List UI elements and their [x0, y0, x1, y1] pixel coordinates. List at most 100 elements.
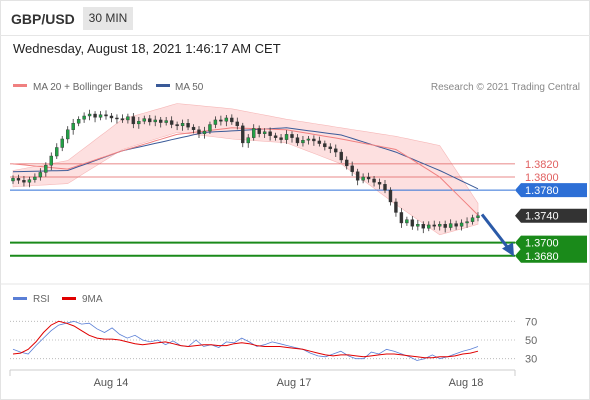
candle-body [416, 224, 420, 227]
top-bar: GBP/USD 30 MIN [0, 0, 590, 36]
price-label-1-3800: 1.3800 [525, 172, 559, 184]
price-tag-1-3740 [515, 208, 587, 223]
candle-body [208, 124, 212, 132]
candle-body [66, 129, 70, 140]
x-tick-label: Aug 17 [277, 377, 312, 389]
symbol-label: GBP/USD [11, 11, 75, 27]
candle-body [71, 123, 75, 130]
candle-body [268, 131, 272, 136]
candle-body [443, 224, 447, 228]
candle-body [219, 119, 223, 122]
candle-body [377, 182, 382, 185]
rsi-ma-legend-label: 9MA [82, 294, 103, 305]
candle-body [159, 119, 163, 123]
candle-body [153, 119, 157, 123]
candle-body [93, 113, 97, 118]
candle-body [131, 116, 136, 125]
candle-body [44, 165, 48, 173]
candle-body [235, 121, 239, 127]
candle-body [246, 137, 250, 144]
x-tick-label: Aug 14 [94, 377, 129, 389]
candle-body [421, 224, 425, 229]
candle-body [55, 147, 59, 157]
candle-body [339, 151, 343, 161]
candle-body [334, 148, 338, 153]
ma20-line [12, 127, 479, 216]
candle-body [169, 120, 174, 125]
candle-body [323, 143, 327, 148]
rsi-legend-label: RSI [33, 294, 50, 305]
ma50-legend-label: MA 50 [175, 82, 204, 93]
candle-body [164, 120, 168, 123]
timeframe-button[interactable]: 30 MIN [83, 7, 133, 30]
candle-body [38, 172, 43, 178]
candle-body [27, 179, 32, 183]
candle-body [388, 189, 393, 203]
candle-body [186, 123, 190, 128]
candle-body [273, 135, 278, 138]
candle-body [279, 137, 283, 140]
rsi-legend-swatch [13, 297, 27, 300]
forecast-arrow-head [502, 242, 514, 257]
timestamp: Wednesday, August 18, 2021 1:46:17 AM CE… [13, 41, 281, 56]
candle-body [104, 114, 108, 117]
candle-body [405, 219, 409, 224]
copyright-label: Research © 2021 Trading Central [431, 82, 580, 93]
candle-body [148, 118, 152, 123]
candle-body [180, 123, 185, 127]
rsi-ma-legend-swatch [62, 297, 76, 300]
candle-body [312, 138, 316, 142]
candle-body [76, 119, 81, 124]
candle-body [115, 117, 119, 120]
ma50-legend-swatch [156, 84, 170, 87]
candle-body [120, 118, 125, 121]
candle-body [454, 223, 458, 227]
candle-body [87, 113, 92, 117]
candle-body [295, 137, 300, 144]
price-label-1-3780: 1.3780 [525, 185, 559, 197]
candle-body [109, 115, 114, 119]
ma50-line [12, 127, 479, 190]
candle-body [459, 222, 464, 227]
candle-body [262, 131, 267, 134]
candle-body [410, 219, 415, 227]
price-tag-1-3680 [515, 248, 587, 263]
candle-body [394, 201, 398, 213]
candle-body [284, 134, 289, 140]
candle-body [175, 124, 179, 127]
candle-body [399, 212, 404, 224]
price-label-1-3700: 1.3700 [525, 238, 559, 250]
rsi-line [12, 320, 479, 361]
candle-body [142, 118, 146, 122]
candle-body [355, 171, 360, 181]
candle-body [438, 224, 442, 227]
x-tick-label: Aug 18 [449, 377, 484, 389]
candle-body [366, 176, 371, 180]
candle-body [224, 117, 229, 122]
price-label-1-3820: 1.3820 [525, 159, 559, 171]
candle-body [470, 217, 475, 222]
candle-body [82, 115, 86, 120]
candle-body [301, 140, 305, 144]
candle-body [306, 138, 311, 141]
divider [0, 35, 590, 36]
candle-body [383, 184, 387, 191]
candle-body [191, 126, 196, 130]
candle-body [257, 128, 261, 134]
rsi-tick-label-30: 30 [525, 354, 537, 366]
price-tag-1-3780 [515, 183, 587, 198]
price-tag-1-3700 [515, 235, 587, 250]
candle-body [213, 119, 218, 125]
candle-body [126, 116, 130, 121]
candle-body [465, 221, 469, 224]
candle-body [202, 130, 207, 134]
candle-body [345, 159, 349, 167]
forecast-arrow-shaft [480, 213, 512, 252]
rsi-tick-label-50: 50 [525, 335, 537, 347]
candle-body [350, 165, 354, 172]
candle-body [16, 178, 21, 181]
candle-body [60, 138, 64, 148]
candle-body [448, 223, 453, 228]
candle-body [476, 215, 480, 218]
